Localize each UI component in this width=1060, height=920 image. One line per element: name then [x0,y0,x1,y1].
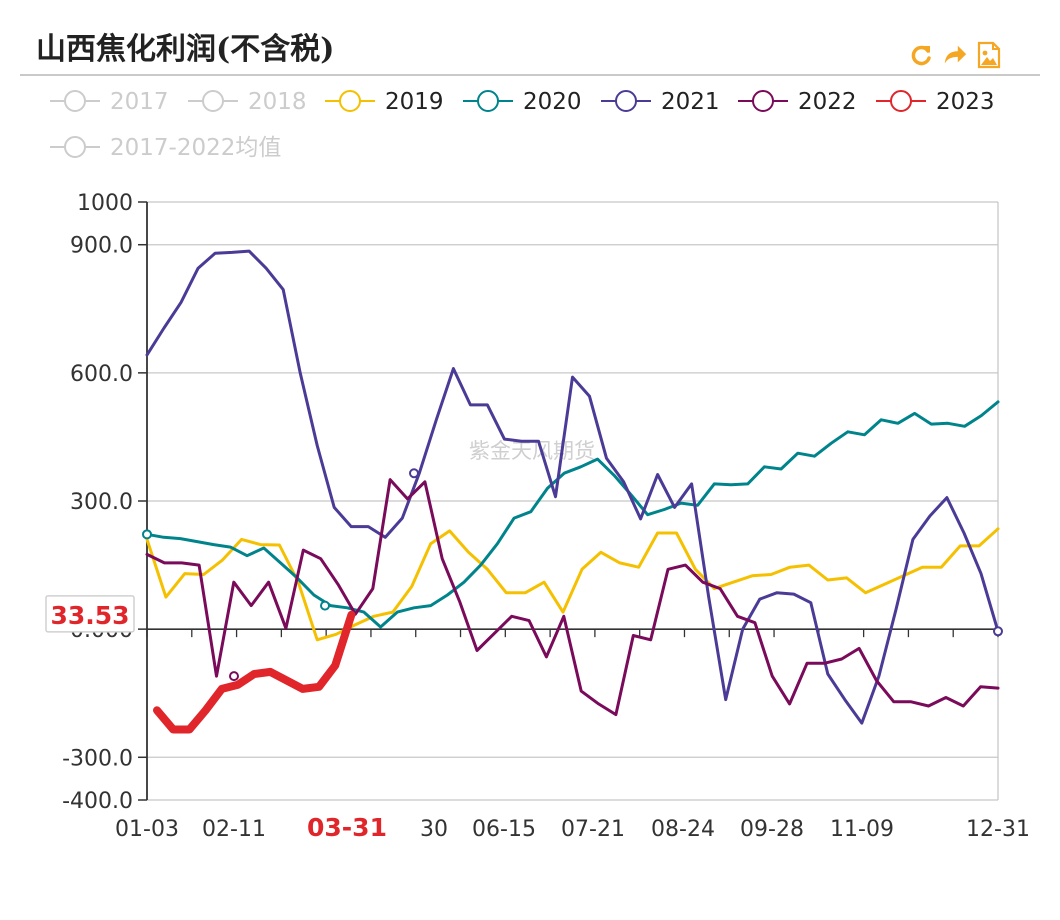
x-tick-label: 08-24 [651,817,715,842]
legend-swatch-marker[interactable] [615,90,637,112]
x-tick-label: 12-31 [966,817,1030,842]
series-line-2022 [145,478,1000,717]
save-image-icon[interactable] [976,40,1002,70]
legend-item-2017[interactable]: 2017 [110,89,169,115]
refresh-icon[interactable] [908,40,934,70]
x-tick-label: 01-03 [115,817,179,842]
x-tick-label: 11-09 [830,817,894,842]
series-line-2019 [145,527,1000,642]
watermark: 紫金天风期货 [469,439,595,463]
value-callout: 33.53 [50,601,129,630]
data-point-marker [142,529,152,540]
title-divider [20,74,1040,76]
y-tick-label: -300.0 [62,746,133,771]
x-tick-label: 30 [420,817,448,842]
value-callout-box [45,595,135,633]
data-point-marker [409,468,419,479]
share-icon[interactable] [942,40,968,70]
legend-item-2022[interactable]: 2022 [798,89,857,115]
legend-swatch-marker[interactable] [752,90,774,112]
legend-swatch-marker[interactable] [477,90,499,112]
legend-swatch-marker[interactable] [64,136,86,158]
data-point-marker [320,600,330,611]
legend-item-2019[interactable]: 2019 [385,89,444,115]
x-tick-label-highlight: 03-31 [307,813,387,842]
legend-item-2021[interactable]: 2021 [661,89,720,115]
x-tick-label: 06-15 [472,817,536,842]
chart-title: 山西焦化利润(不含税) [36,32,335,67]
legend-swatch-marker[interactable] [202,90,224,112]
y-tick-label: 1000 [77,191,133,216]
data-point-marker [993,626,1003,637]
series-line-2023 [153,610,356,734]
legend-swatch-marker[interactable] [339,90,361,112]
x-tick-label: 07-21 [561,817,625,842]
y-tick-label: 300.0 [70,490,133,515]
legend-item-2023[interactable]: 2023 [936,89,995,115]
y-tick-label: 600.0 [70,362,133,387]
legend-item-2020[interactable]: 2020 [523,89,582,115]
data-point-marker [229,671,239,682]
y-tick-label: 900.0 [70,234,133,259]
series-line-2021 [145,249,1000,725]
x-tick-label: 02-11 [202,817,266,842]
legend-item-2017-2022均值[interactable]: 2017-2022均值 [110,135,281,161]
x-tick-label: 09-28 [740,817,804,842]
legend-item-2018[interactable]: 2018 [248,89,307,115]
series-line-2020 [145,400,1000,629]
y-tick-label: -400.0 [62,789,133,814]
legend-swatch-marker[interactable] [64,90,86,112]
legend-swatch-marker[interactable] [890,90,912,112]
toolbar [908,40,1002,70]
